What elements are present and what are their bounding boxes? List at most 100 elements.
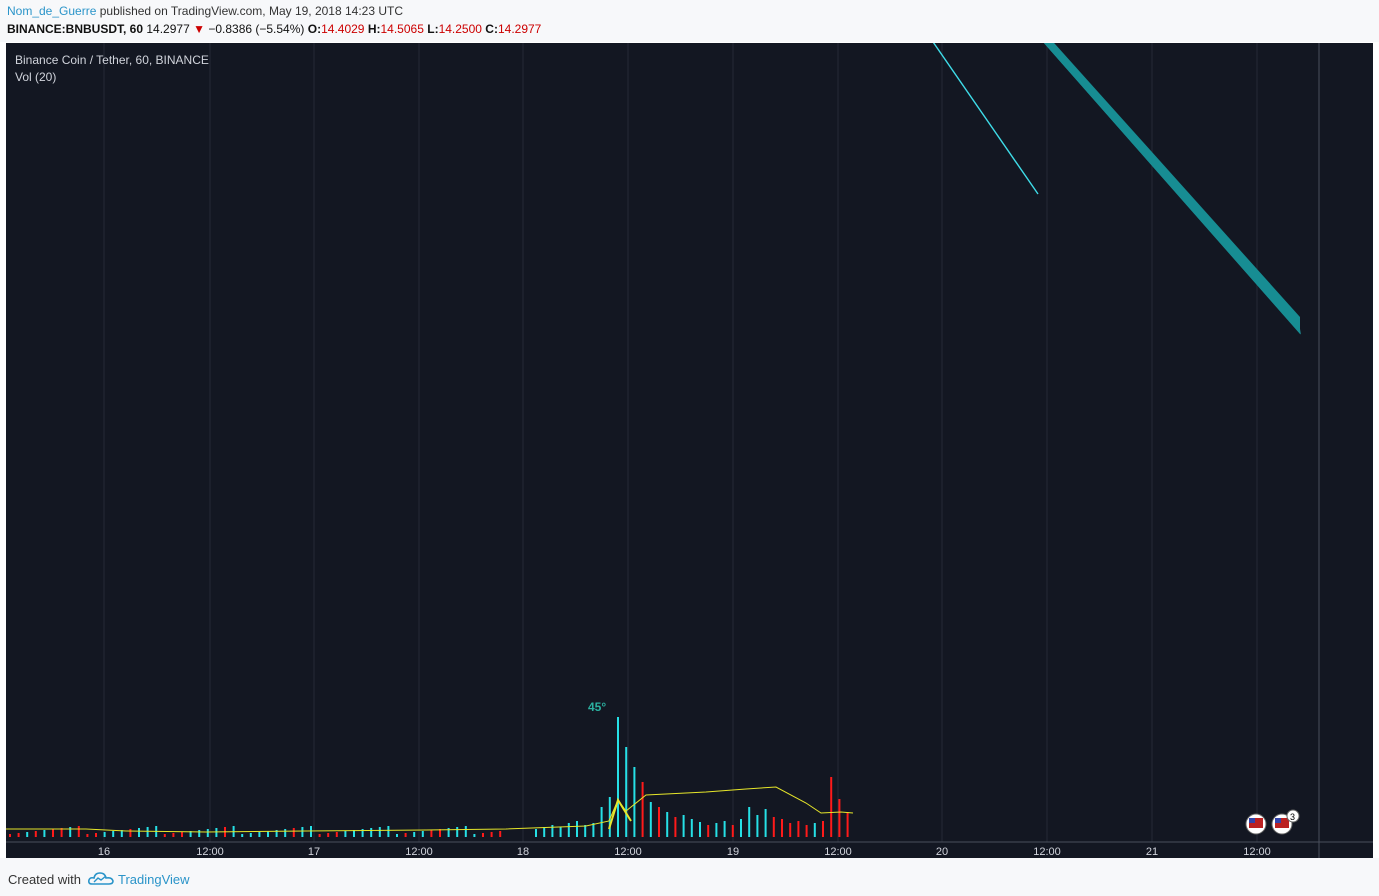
volume-bar xyxy=(781,819,783,837)
chart-area[interactable]: 17.500017.000016.500016.000015.500015.00… xyxy=(6,43,1373,858)
trend-channel-fill xyxy=(1043,43,1300,334)
volume-bar xyxy=(805,825,808,837)
time-tick-label: 12:00 xyxy=(1243,846,1271,858)
time-tick-label: 12:00 xyxy=(614,846,642,858)
volume-bar xyxy=(86,834,89,837)
open-label: O: xyxy=(307,22,322,36)
volume-bar xyxy=(789,823,792,837)
time-tick-label: 20 xyxy=(936,846,948,858)
footer: Created with TradingView xyxy=(0,858,1379,896)
volume-bar xyxy=(838,799,841,837)
volume-bar xyxy=(813,823,816,837)
volume-bar xyxy=(649,802,652,837)
volume-bar xyxy=(387,826,390,837)
volume-bar xyxy=(206,829,209,837)
volume-bar xyxy=(146,827,149,837)
volume-bar xyxy=(249,833,252,837)
last-price: 14.2977 xyxy=(146,22,190,36)
us-flag-icon xyxy=(1275,818,1289,828)
volume-bar xyxy=(617,717,619,837)
volume-legend: Vol (20) xyxy=(15,70,57,84)
symbol-name: BINANCE:BNBUSDT, 60 xyxy=(7,22,144,36)
volume-bar xyxy=(361,829,364,837)
volume-bar xyxy=(490,832,493,837)
volume-bar xyxy=(310,826,312,837)
us-flag-icon xyxy=(1275,818,1281,823)
volume-bar xyxy=(666,812,669,837)
time-tick-label: 12:00 xyxy=(1033,846,1061,858)
volume-bar xyxy=(370,828,373,837)
volume-bar xyxy=(576,821,578,837)
publish-header: Nom_de_Guerre published on TradingView.c… xyxy=(0,0,1379,42)
high-value: 14.5065 xyxy=(380,22,424,36)
open-value: 14.4029 xyxy=(321,22,365,36)
time-tick-label: 12:00 xyxy=(824,846,852,858)
author-link[interactable]: Nom_de_Guerre xyxy=(7,4,97,18)
volume-bar xyxy=(77,826,80,837)
volume-bar xyxy=(473,834,476,837)
volume-bar xyxy=(318,834,321,837)
volume-bar xyxy=(353,830,355,837)
volume-bar xyxy=(198,830,201,837)
close-value: 14.2977 xyxy=(497,22,542,36)
volume-bar xyxy=(52,829,54,837)
trend-channel-band xyxy=(1043,43,1301,335)
volume-bar xyxy=(674,817,677,837)
close-label: C: xyxy=(485,22,498,36)
tradingview-brand[interactable]: TradingView xyxy=(118,872,190,887)
price-change: −0.8386 (−5.54%) xyxy=(208,22,305,36)
volume-bar xyxy=(378,827,381,837)
volume-bar xyxy=(447,828,450,837)
volume-bar xyxy=(112,831,115,837)
volume-bar xyxy=(9,834,11,837)
volume-bar xyxy=(764,809,767,837)
volume-bar xyxy=(592,823,595,837)
low-value: 14.2500 xyxy=(438,22,482,36)
volume-bar xyxy=(456,827,459,837)
down-arrow-icon: ▼ xyxy=(193,22,205,36)
symbol-info-line: BINANCE:BNBUSDT, 60 14.2977 ▼ −0.8386 (−… xyxy=(7,22,541,36)
volume-bar xyxy=(682,815,685,837)
volume-bar xyxy=(731,825,734,837)
us-flag-icon xyxy=(1249,818,1263,828)
time-tick-label: 12:00 xyxy=(405,846,433,858)
volume-bar xyxy=(846,812,849,837)
volume-bar xyxy=(275,830,278,837)
volume-bar xyxy=(608,797,611,837)
volume-bar xyxy=(301,827,304,837)
volume-bar xyxy=(95,833,97,837)
volume-bar xyxy=(658,807,660,837)
volume-bar xyxy=(641,782,644,837)
volume-bar xyxy=(535,829,537,837)
volume-bar xyxy=(625,747,628,837)
time-tick-label: 21 xyxy=(1146,846,1158,858)
us-flag-icon xyxy=(1249,818,1255,823)
volume-bar xyxy=(344,831,347,837)
volume-bar xyxy=(69,827,72,837)
event-count-label: 3 xyxy=(1290,812,1295,822)
volume-bar xyxy=(690,819,693,837)
volume-bar xyxy=(772,817,775,837)
volume-bar xyxy=(600,807,603,837)
volume-bar xyxy=(584,825,587,837)
volume-bar xyxy=(699,822,701,837)
volume-bar xyxy=(723,821,726,837)
high-label: H: xyxy=(367,22,381,36)
event-count-badge xyxy=(1286,809,1300,823)
volume-bar xyxy=(60,828,63,837)
volume-bar xyxy=(172,833,175,837)
volume-bar xyxy=(822,821,824,837)
chart-svg[interactable]: 17.500017.000016.500016.000015.500015.00… xyxy=(6,43,1373,858)
volume-bar xyxy=(559,827,562,837)
volume-bar xyxy=(129,829,132,837)
volume-bar xyxy=(715,823,718,837)
volume-bar xyxy=(404,833,407,837)
volume-bar xyxy=(327,833,330,837)
volume-bar xyxy=(421,831,424,837)
volume-bar xyxy=(543,827,546,837)
volume-bar xyxy=(26,832,29,837)
volume-bar xyxy=(181,832,183,837)
volume-bar xyxy=(284,829,287,837)
volume-bar xyxy=(413,832,416,837)
volume-bar xyxy=(17,833,20,837)
